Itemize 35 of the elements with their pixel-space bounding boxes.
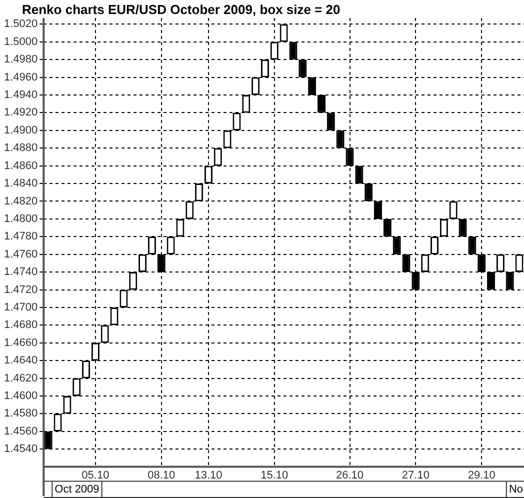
y-tick-label: 1.4700 — [4, 301, 38, 314]
y-tick-label: 1.4900 — [4, 124, 38, 136]
y-tick-label: 1.5020 — [4, 18, 38, 30]
text: No — [508, 484, 523, 496]
y-tick-label: 1.4760 — [4, 248, 38, 260]
x-tick-label: 27.10 — [402, 469, 430, 482]
y-tick-label: 1.4600 — [4, 390, 38, 402]
y-tick-label: 1.4820 — [4, 195, 38, 208]
x-tick-label: 13.10 — [194, 469, 222, 482]
y-tick-label: 1.4660 — [4, 336, 38, 349]
chart-title: Renko charts EUR/USD October 2009, box size = 20 — [22, 2, 340, 17]
y-tick-label: 1.4620 — [4, 372, 38, 384]
x-tick-label: 26.10 — [336, 469, 364, 482]
x-tick-label: 15.10 — [260, 469, 288, 482]
y-tick-label: 1.4560 — [4, 425, 38, 438]
text: Oct 2009 — [54, 484, 100, 496]
y-tick-label: 1.4580 — [4, 408, 38, 420]
x-tick-label: 05.10 — [82, 469, 110, 482]
y-tick-label: 1.4860 — [4, 160, 38, 172]
y-tick-label: 1.4980 — [4, 54, 38, 66]
y-tick-label: 1.4680 — [4, 319, 38, 332]
x-tick-label: 08.10 — [148, 469, 176, 482]
y-tick-label: 1.4640 — [4, 354, 38, 367]
y-tick-label: 1.4800 — [4, 212, 38, 225]
y-tick-label: 1.4940 — [4, 89, 38, 102]
y-tick-label: 1.5000 — [4, 36, 38, 48]
y-tick-label: 1.4780 — [4, 230, 38, 243]
x-tick-label: 29.10 — [468, 469, 496, 482]
y-tick-label: 1.4880 — [4, 142, 38, 154]
y-tick-label: 1.4740 — [4, 266, 38, 278]
y-tick-label: 1.4720 — [4, 284, 38, 296]
y-tick-label: 1.4920 — [4, 106, 38, 119]
y-tick-label: 1.4840 — [4, 178, 38, 190]
y-tick-label: 1.4540 — [4, 443, 38, 456]
y-tick-label: 1.4960 — [4, 71, 38, 84]
